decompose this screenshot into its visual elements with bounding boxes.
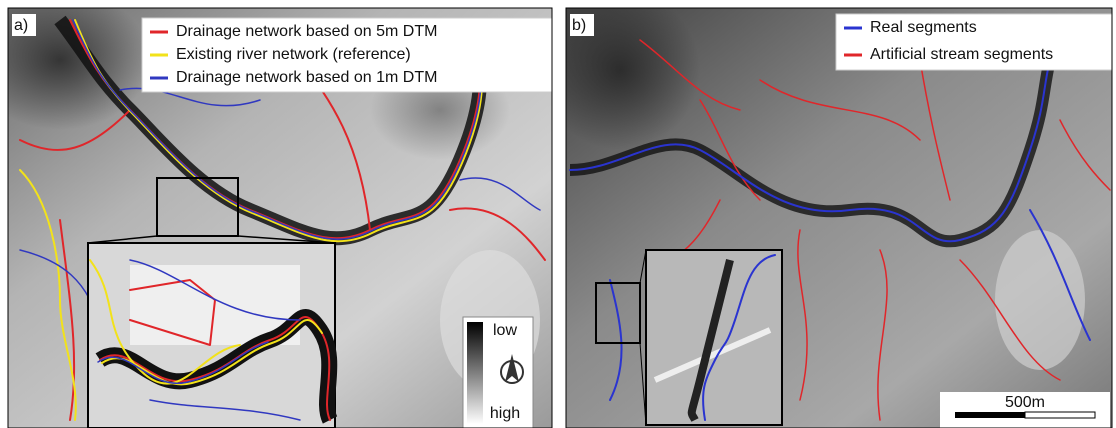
- panel-b: 500m b) Real segments Artificial stream s…: [540, 0, 1112, 428]
- scale-seg: [1025, 412, 1095, 418]
- inset: [88, 243, 335, 428]
- legend-label: Artificial stream segments: [870, 46, 1053, 63]
- figure: low high a) Drainage network based on 5m…: [0, 0, 1116, 428]
- colorbar-box: low high: [463, 317, 533, 428]
- colorbar-high: high: [490, 405, 520, 422]
- panel-a: low high a) Drainage network based on 5m…: [0, 0, 552, 428]
- scale-label: 500m: [1005, 394, 1045, 411]
- panel-label: a): [14, 17, 28, 34]
- colorbar-low: low: [493, 322, 517, 339]
- scale-seg: [955, 412, 1025, 418]
- scale-bar: 500m: [940, 392, 1110, 428]
- panel-label: b): [572, 17, 586, 34]
- legend-label: Drainage network based on 1m DTM: [176, 69, 437, 86]
- colorbar: [467, 322, 483, 424]
- legend: Real segments Artificial stream segments: [836, 14, 1112, 70]
- legend-label: Existing river network (reference): [176, 46, 411, 63]
- inset: [646, 250, 782, 425]
- legend-label: Drainage network based on 5m DTM: [176, 23, 437, 40]
- legend: Drainage network based on 5m DTM Existing…: [142, 18, 552, 92]
- legend-label: Real segments: [870, 19, 977, 36]
